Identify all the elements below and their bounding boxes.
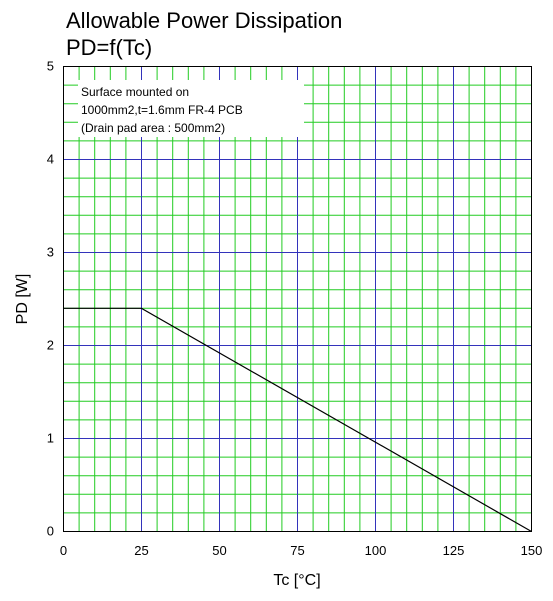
chart-subtitle: PD=f(Tc) [66, 35, 152, 60]
y-axis-label: PD [W] [14, 274, 31, 325]
y-tick-label: 5 [47, 59, 54, 74]
x-axis-label: Tc [°C] [273, 572, 320, 589]
plot-frame [63, 66, 532, 532]
annotation-line-3: (Drain pad area : 500mm2) [81, 121, 225, 135]
y-tick-label: 2 [47, 338, 54, 353]
y-tick-label: 1 [47, 431, 54, 446]
chart-title: Allowable Power Dissipation [66, 8, 342, 33]
annotation-line-2: 1000mm2,t=1.6mm FR-4 PCB [81, 103, 243, 117]
y-tick-label: 0 [47, 524, 54, 539]
annotation-line-1: Surface mounted on [81, 85, 189, 99]
x-tick-labels: 0 25 50 75 100 125 150 [60, 543, 542, 558]
annotation-box: Surface mounted on 1000mm2,t=1.6mm FR-4 … [78, 80, 304, 137]
x-tick-label: 0 [60, 543, 67, 558]
y-tick-label: 4 [47, 152, 54, 167]
major-grid [63, 66, 532, 532]
y-tick-labels: 0 1 2 3 4 5 [47, 59, 54, 539]
x-tick-label: 150 [521, 543, 543, 558]
x-tick-label: 25 [134, 543, 148, 558]
x-tick-label: 100 [365, 543, 387, 558]
x-tick-label: 125 [443, 543, 465, 558]
annotation-background [78, 80, 304, 137]
x-tick-label: 50 [212, 543, 226, 558]
x-tick-label: 75 [290, 543, 304, 558]
series-layer [63, 307, 532, 533]
y-tick-label: 3 [47, 245, 54, 260]
series-line [63, 307, 532, 533]
